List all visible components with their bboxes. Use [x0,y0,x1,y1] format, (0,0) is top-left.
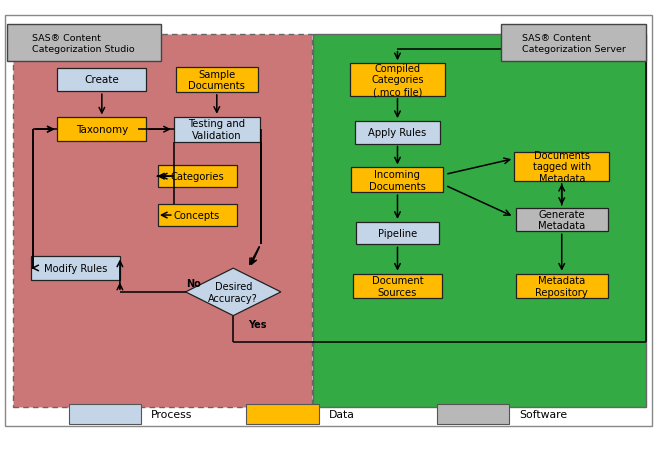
Text: Compiled
Categories
(.mco file): Compiled Categories (.mco file) [371,64,424,97]
FancyBboxPatch shape [437,404,509,424]
FancyBboxPatch shape [355,122,440,144]
FancyBboxPatch shape [158,166,237,188]
FancyBboxPatch shape [7,25,161,62]
Polygon shape [185,268,281,316]
Text: Software: Software [519,409,567,419]
FancyBboxPatch shape [514,152,610,182]
Text: SAS® Content
Categorization Studio: SAS® Content Categorization Studio [32,34,135,53]
Text: Testing and
Validation: Testing and Validation [189,119,245,141]
FancyBboxPatch shape [353,274,442,299]
Text: Pipeline: Pipeline [378,229,417,239]
Text: Yes: Yes [248,319,267,329]
FancyBboxPatch shape [158,204,237,227]
FancyBboxPatch shape [501,25,646,62]
Text: Metadata
Repository: Metadata Repository [535,276,588,297]
FancyBboxPatch shape [350,64,445,97]
Text: Document
Sources: Document Sources [372,276,423,297]
Text: Modify Rules: Modify Rules [44,263,107,273]
FancyBboxPatch shape [31,257,120,280]
Text: Process: Process [151,409,193,419]
Text: Incoming
Documents: Incoming Documents [369,170,426,191]
Text: Apply Rules: Apply Rules [369,128,426,138]
FancyBboxPatch shape [58,69,146,92]
FancyBboxPatch shape [516,274,608,299]
Text: Taxonomy: Taxonomy [76,125,128,135]
FancyBboxPatch shape [174,117,260,143]
FancyBboxPatch shape [176,68,258,92]
FancyBboxPatch shape [69,404,141,424]
Text: Categories: Categories [170,172,224,182]
FancyBboxPatch shape [13,35,312,407]
Text: SAS® Content
Categorization Server: SAS® Content Categorization Server [522,34,625,53]
Text: Generate
Metadata: Generate Metadata [538,209,585,231]
FancyBboxPatch shape [246,404,319,424]
FancyBboxPatch shape [351,168,443,193]
FancyBboxPatch shape [58,118,146,142]
Text: Concepts: Concepts [174,211,220,221]
FancyBboxPatch shape [356,222,439,245]
FancyBboxPatch shape [313,35,646,407]
Text: Desired
Accuracy?: Desired Accuracy? [208,281,258,303]
Text: Data: Data [328,409,354,419]
Text: Sample
Documents: Sample Documents [189,69,245,91]
Text: Create: Create [85,75,119,85]
Text: No: No [186,278,200,288]
FancyBboxPatch shape [516,208,608,232]
Text: Documents
tagged with
Metadata: Documents tagged with Metadata [533,150,591,184]
